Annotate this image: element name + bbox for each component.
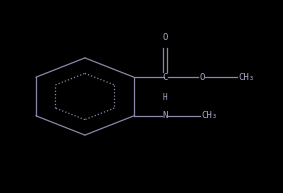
Text: O: O: [199, 73, 205, 82]
Text: C: C: [162, 73, 168, 82]
Text: CH₃: CH₃: [202, 111, 218, 120]
Text: O: O: [162, 33, 168, 42]
Text: CH₃: CH₃: [239, 73, 255, 82]
Text: H: H: [163, 93, 167, 102]
Text: N: N: [162, 111, 168, 120]
